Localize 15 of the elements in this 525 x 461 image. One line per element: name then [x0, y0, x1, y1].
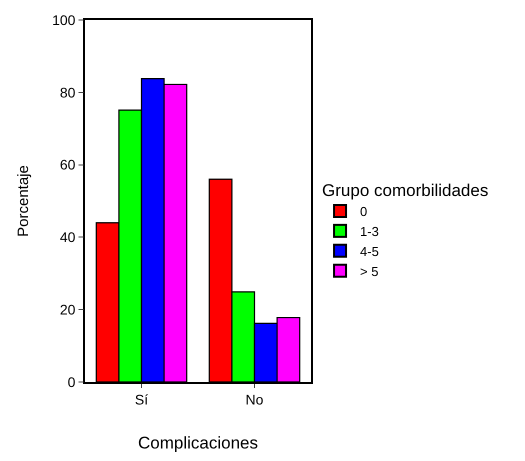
y-axis-title: Porcentaje	[14, 165, 32, 237]
y-tick-label: 80	[60, 84, 76, 100]
y-tick-label: 40	[60, 229, 76, 246]
y-tick-label: 60	[60, 156, 76, 173]
y-tick-label: 100	[52, 12, 76, 28]
legend-label: 1-3	[360, 224, 379, 239]
legend-label: > 5	[360, 264, 378, 279]
x-axis-title: Complicaciones	[138, 433, 258, 452]
legend-label: 0	[360, 204, 368, 220]
legend-title: Grupo comorbilidades	[322, 181, 488, 200]
y-tick-label: 20	[60, 302, 76, 318]
y-tick-label: 0	[68, 374, 76, 390]
x-tick-label: Sí	[134, 392, 148, 408]
x-tick-label: No	[246, 392, 264, 408]
legend-label: 4-5	[360, 244, 379, 259]
